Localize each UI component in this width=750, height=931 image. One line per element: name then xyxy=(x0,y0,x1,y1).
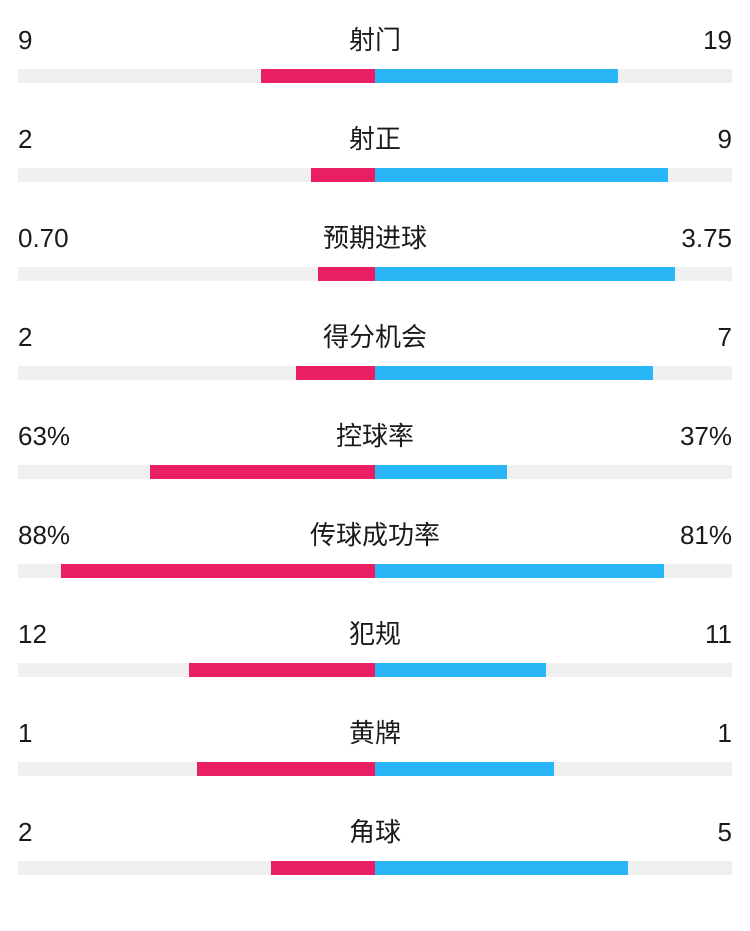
stat-bar-track xyxy=(18,465,732,479)
stat-bar-half-left xyxy=(18,267,375,281)
stat-labels: 2得分机会7 xyxy=(18,317,732,354)
stat-bar-half-left xyxy=(18,366,375,380)
stat-value-right: 37% xyxy=(672,421,732,452)
stat-bar-track xyxy=(18,663,732,677)
stat-row: 2角球5 xyxy=(18,812,732,875)
stat-bar-half-left xyxy=(18,69,375,83)
stat-bar-track xyxy=(18,168,732,182)
stat-bar-half-right xyxy=(375,861,732,875)
stat-bar-fill-right xyxy=(375,663,546,677)
stat-bar-track xyxy=(18,366,732,380)
stat-name: 犯规 xyxy=(78,614,672,651)
stat-bar-fill-left xyxy=(261,69,375,83)
stat-bar-fill-right xyxy=(375,366,653,380)
stat-value-left: 2 xyxy=(18,817,78,848)
stat-name: 射正 xyxy=(78,119,672,156)
stat-value-left: 2 xyxy=(18,322,78,353)
stat-bar-fill-left xyxy=(296,366,375,380)
stat-bar-fill-left xyxy=(197,762,376,776)
stat-value-right: 1 xyxy=(672,718,732,749)
stat-bar-track xyxy=(18,69,732,83)
stat-labels: 88%传球成功率81% xyxy=(18,515,732,552)
stat-labels: 1黄牌1 xyxy=(18,713,732,750)
stat-labels: 0.70预期进球3.75 xyxy=(18,218,732,255)
stat-bar-fill-left xyxy=(311,168,375,182)
match-stats-comparison: 9射门192射正90.70预期进球3.752得分机会763%控球率37%88%传… xyxy=(18,20,732,875)
stat-name: 预期进球 xyxy=(78,218,672,255)
stat-labels: 2角球5 xyxy=(18,812,732,849)
stat-row: 63%控球率37% xyxy=(18,416,732,479)
stat-bar-half-right xyxy=(375,465,732,479)
stat-value-right: 81% xyxy=(672,520,732,551)
stat-row: 2得分机会7 xyxy=(18,317,732,380)
stat-bar-half-left xyxy=(18,168,375,182)
stat-bar-half-right xyxy=(375,168,732,182)
stat-value-left: 88% xyxy=(18,520,78,551)
stat-bar-fill-left xyxy=(318,267,375,281)
stat-bar-fill-right xyxy=(375,861,628,875)
stat-bar-track xyxy=(18,267,732,281)
stat-value-left: 9 xyxy=(18,25,78,56)
stat-value-right: 9 xyxy=(672,124,732,155)
stat-row: 88%传球成功率81% xyxy=(18,515,732,578)
stat-bar-half-right xyxy=(375,69,732,83)
stat-bar-half-right xyxy=(375,663,732,677)
stat-bar-half-left xyxy=(18,762,375,776)
stat-bar-fill-left xyxy=(61,564,375,578)
stat-bar-half-right xyxy=(375,366,732,380)
stat-value-right: 7 xyxy=(672,322,732,353)
stat-labels: 9射门19 xyxy=(18,20,732,57)
stat-bar-half-right xyxy=(375,564,732,578)
stat-bar-fill-right xyxy=(375,267,675,281)
stat-bar-half-left xyxy=(18,663,375,677)
stat-name: 控球率 xyxy=(78,416,672,453)
stat-row: 1黄牌1 xyxy=(18,713,732,776)
stat-bar-fill-right xyxy=(375,465,507,479)
stat-bar-fill-right xyxy=(375,69,618,83)
stat-labels: 12犯规11 xyxy=(18,614,732,651)
stat-value-right: 5 xyxy=(672,817,732,848)
stat-name: 射门 xyxy=(78,20,672,57)
stat-bar-track xyxy=(18,762,732,776)
stat-value-left: 2 xyxy=(18,124,78,155)
stat-bar-fill-right xyxy=(375,168,668,182)
stat-value-left: 0.70 xyxy=(18,223,78,254)
stat-name: 角球 xyxy=(78,812,672,849)
stat-bar-track xyxy=(18,861,732,875)
stat-bar-fill-right xyxy=(375,564,664,578)
stat-name: 传球成功率 xyxy=(78,515,672,552)
stat-bar-fill-left xyxy=(189,663,375,677)
stat-row: 9射门19 xyxy=(18,20,732,83)
stat-value-left: 63% xyxy=(18,421,78,452)
stat-labels: 63%控球率37% xyxy=(18,416,732,453)
stat-bar-half-left xyxy=(18,465,375,479)
stat-row: 0.70预期进球3.75 xyxy=(18,218,732,281)
stat-bar-half-left xyxy=(18,564,375,578)
stat-bar-track xyxy=(18,564,732,578)
stat-bar-fill-left xyxy=(150,465,375,479)
stat-bar-half-left xyxy=(18,861,375,875)
stat-value-left: 12 xyxy=(18,619,78,650)
stat-value-right: 11 xyxy=(672,619,732,650)
stat-row: 2射正9 xyxy=(18,119,732,182)
stat-bar-half-right xyxy=(375,267,732,281)
stat-value-right: 3.75 xyxy=(672,223,732,254)
stat-value-left: 1 xyxy=(18,718,78,749)
stat-name: 黄牌 xyxy=(78,713,672,750)
stat-row: 12犯规11 xyxy=(18,614,732,677)
stat-bar-half-right xyxy=(375,762,732,776)
stat-bar-fill-right xyxy=(375,762,554,776)
stat-bar-fill-left xyxy=(271,861,375,875)
stat-value-right: 19 xyxy=(672,25,732,56)
stat-name: 得分机会 xyxy=(78,317,672,354)
stat-labels: 2射正9 xyxy=(18,119,732,156)
